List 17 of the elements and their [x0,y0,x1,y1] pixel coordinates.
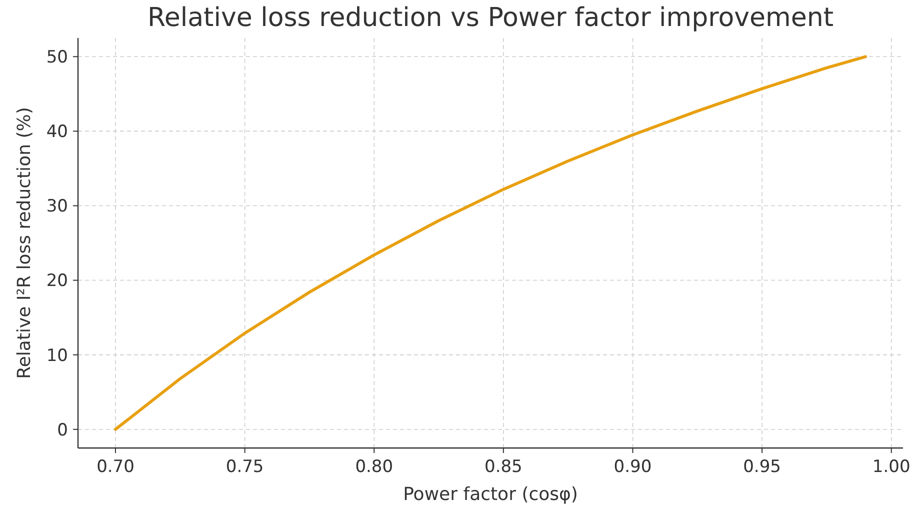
y-tick-label: 10 [46,346,68,366]
y-tick-label: 50 [46,48,68,68]
x-axis-title: Power factor (cosφ) [403,484,578,505]
x-tick-label: 0.85 [484,457,522,477]
x-tick-label: 0.75 [226,457,264,477]
x-tick-label: 0.95 [743,457,781,477]
y-tick-label: 30 [46,196,68,217]
x-tick-label: 1.00 [872,457,910,477]
line-series [114,55,867,431]
x-tick-label: 0.70 [96,457,134,477]
x-tick-label: 0.90 [614,457,652,477]
y-tick-label: 40 [46,122,68,142]
x-tick-label: 0.80 [355,457,394,477]
y-tick-label: 0 [57,420,68,440]
y-axis-title: Relative I²R loss reduction (%) [14,107,35,379]
chart-title: Relative loss reduction vs Power factor improvement [147,3,834,33]
y-tick-label: 20 [46,271,68,292]
